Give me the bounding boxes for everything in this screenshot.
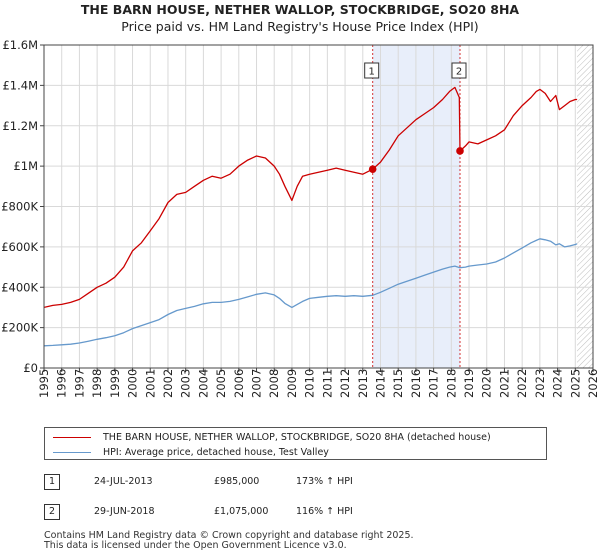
sale-row: 1 24-JUL-2013 £985,000 173% ↑ HPI	[44, 474, 544, 492]
sale-date: 24-JUL-2013	[94, 476, 153, 487]
sale-marker-box	[364, 62, 380, 79]
x-tick-label: 2010	[303, 369, 317, 398]
y-tick-label: £800K	[1, 200, 38, 214]
sale-point	[368, 165, 377, 173]
sale-row: 2 29-JUN-2018 £1,075,000 116% ↑ HPI	[44, 504, 544, 522]
sale-marker-number: 2	[44, 504, 60, 520]
sale-marker-label: 1	[369, 67, 375, 78]
x-tick-label: 2021	[497, 369, 511, 398]
x-tick-label: 2007	[250, 369, 264, 398]
x-tick-label: 2020	[480, 369, 494, 398]
legend-label-property: THE BARN HOUSE, NETHER WALLOP, STOCKBRID…	[103, 431, 491, 443]
y-tick-label: £400K	[1, 280, 38, 294]
price-chart: 1 2 £0 £200K £400K £600K £800K £1M £1.2M £1.4M £1…	[1, 38, 600, 398]
x-tick-label: 2001	[143, 369, 157, 398]
x-tick-label: 2018	[444, 369, 458, 398]
x-tick-label: 2006	[232, 369, 246, 398]
property-price-line	[44, 86, 578, 309]
y-tick-label: £1.4M	[2, 78, 38, 92]
x-tick-label: 2013	[356, 369, 370, 398]
x-tick-label: 2026	[586, 369, 600, 398]
y-tick-label: £1M	[13, 159, 38, 173]
sale-price: £1,075,000	[214, 506, 269, 517]
y-tick-label: £1.2M	[2, 119, 38, 133]
x-tick-label: 2023	[533, 369, 547, 398]
legend: THE BARN HOUSE, NETHER WALLOP, STOCKBRID…	[44, 427, 547, 460]
x-tick-label: 2000	[126, 369, 140, 398]
x-tick-label: 1995	[37, 369, 51, 398]
x-tick-label: 2012	[338, 369, 352, 398]
sale-point	[456, 147, 464, 155]
sale-marker-box	[451, 62, 467, 79]
y-tick-label: £600K	[1, 240, 38, 254]
y-tick-label: £1.6M	[2, 38, 38, 52]
x-tick-label: 2014	[373, 369, 387, 398]
x-tick-label: 2008	[267, 369, 281, 398]
x-tick-label: 2025	[568, 369, 582, 398]
chart-subtitle: Price paid vs. HM Land Registry's House …	[121, 19, 479, 34]
footer-copyright: Contains HM Land Registry data © Crown c…	[44, 530, 414, 541]
sale-date: 29-JUN-2018	[94, 506, 155, 517]
sale-hpi-change: 173% ↑ HPI	[296, 476, 353, 487]
legend-swatch-red	[53, 436, 91, 438]
y-tick-label: £200K	[1, 321, 38, 335]
x-tick-label: 2016	[409, 369, 423, 398]
x-tick-label: 1998	[90, 369, 104, 398]
x-tick-label: 2005	[214, 369, 228, 398]
x-tick-label: 2019	[462, 369, 476, 398]
sale-hpi-change: 116% ↑ HPI	[296, 506, 353, 517]
y-tick-label: £0	[23, 361, 38, 375]
chart-title: THE BARN HOUSE, NETHER WALLOP, STOCKBRID…	[80, 2, 520, 17]
legend-item-hpi: HPI: Average price, detached house, Test…	[53, 445, 329, 459]
sale-price: £985,000	[214, 476, 260, 487]
x-tick-label: 1999	[108, 369, 122, 398]
legend-swatch-blue	[53, 451, 91, 453]
legend-label-hpi: HPI: Average price, detached house, Test…	[103, 446, 329, 458]
legend-item-property: THE BARN HOUSE, NETHER WALLOP, STOCKBRID…	[53, 430, 491, 444]
hpi-line	[44, 238, 578, 347]
x-tick-label: 2009	[285, 369, 299, 398]
x-tick-label: 1997	[72, 369, 86, 398]
x-tick-label: 2004	[196, 369, 210, 398]
x-tick-label: 2011	[320, 369, 334, 398]
x-tick-label: 2003	[179, 369, 193, 398]
footer-licence: This data is licensed under the Open Gov…	[44, 540, 347, 551]
sale-marker-label: 2	[456, 67, 462, 78]
x-tick-label: 2015	[391, 369, 405, 398]
x-tick-label: 2024	[551, 369, 565, 398]
x-tick-label: 1996	[55, 369, 69, 398]
x-tick-label: 2002	[161, 369, 175, 398]
x-tick-label: 2017	[427, 369, 441, 398]
x-tick-label: 2022	[515, 369, 529, 398]
sale-marker-number: 1	[44, 474, 60, 490]
footer: Contains HM Land Registry data © Crown c…	[44, 531, 414, 551]
